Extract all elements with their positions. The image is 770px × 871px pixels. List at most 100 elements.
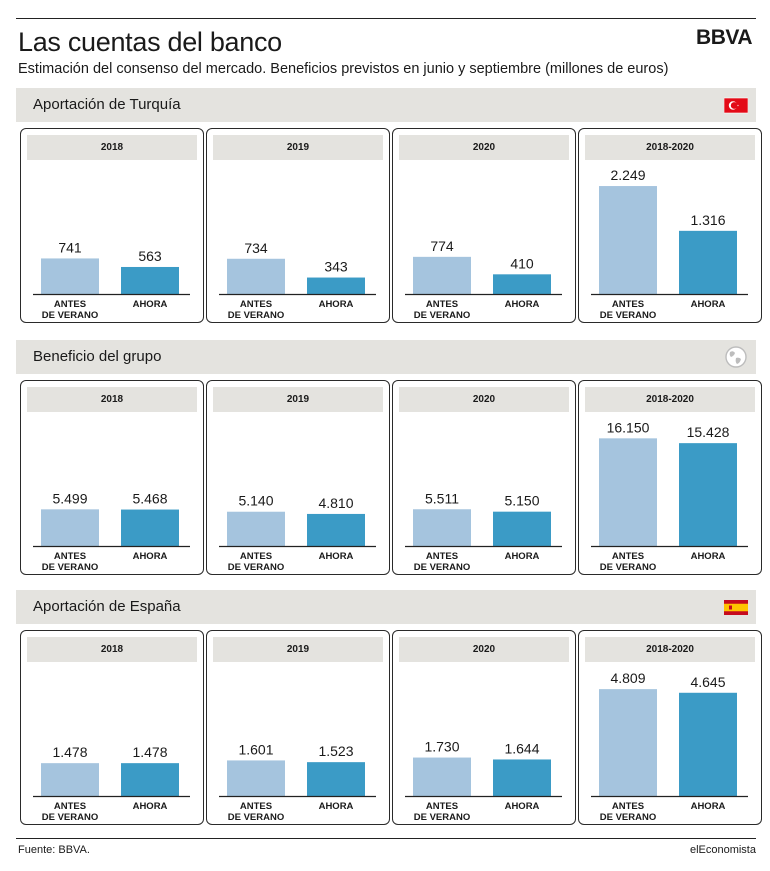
bar-ahora: [679, 443, 737, 546]
data-label: 5.511: [425, 490, 459, 506]
chart-panel: 2018 741 563 ANTES DE VERANO AHORA: [20, 128, 204, 323]
data-label: 410: [510, 255, 534, 271]
data-label: 2.249: [610, 167, 645, 183]
x-tick-label-de-verano: DE VERANO: [42, 310, 98, 321]
section-bar-espana: Aportación de España: [16, 590, 756, 624]
chart-panel: 2020 774 410 ANTES DE VERANO AHORA: [392, 128, 576, 323]
x-tick-label-antes: ANTES: [612, 801, 644, 812]
data-label: 1.523: [318, 743, 353, 759]
chart-panel: 2020 1.730 1.644 ANTES DE VERANO AHORA: [392, 630, 576, 825]
chart-panel: 2019 5.140 4.810 ANTES DE VERANO AHORA: [206, 380, 390, 575]
x-tick-label-antes: ANTES: [54, 801, 86, 812]
x-tick-label-de-verano: DE VERANO: [600, 310, 656, 321]
data-label: 1.478: [52, 744, 87, 760]
x-tick-label-de-verano: DE VERANO: [42, 562, 98, 573]
x-tick-label-ahora: AHORA: [133, 551, 168, 562]
chart-panel: 2018 1.478 1.478 ANTES DE VERANO AHORA: [20, 630, 204, 825]
publisher-brand: elEconomista: [689, 844, 756, 856]
panel-title: 2018-2020: [585, 387, 755, 412]
panel-title: 2019: [213, 637, 383, 662]
bar-antes-de-verano: [413, 256, 471, 294]
chart-panel: 2018 5.499 5.468 ANTES DE VERANO AHORA: [20, 380, 204, 575]
data-label: 1.601: [238, 741, 273, 757]
bottom-rule: [16, 838, 756, 839]
data-label: 1.478: [132, 744, 167, 760]
x-tick-label-antes: ANTES: [426, 299, 458, 310]
x-tick-label-de-verano: DE VERANO: [42, 812, 98, 823]
x-tick-label-ahora: AHORA: [133, 801, 168, 812]
bar-antes-de-verano: [413, 757, 471, 796]
chart-panel: 2020 5.511 5.150 ANTES DE VERANO AHORA: [392, 380, 576, 575]
data-label: 5.499: [52, 490, 87, 506]
x-tick-label-antes: ANTES: [426, 551, 458, 562]
bar-antes-de-verano: [227, 258, 285, 294]
x-tick-label-antes: ANTES: [612, 551, 644, 562]
panel-title: 2020: [399, 135, 569, 160]
x-tick-label-antes: ANTES: [240, 551, 272, 562]
panel-title: 2018: [27, 637, 197, 662]
panel-title: 2018: [27, 387, 197, 412]
x-tick-label-antes: ANTES: [240, 299, 272, 310]
section-title: Aportación de Turquía: [33, 96, 181, 113]
x-tick-label-de-verano: DE VERANO: [228, 562, 284, 573]
data-label: 4.809: [610, 670, 645, 686]
x-tick-label-ahora: AHORA: [319, 299, 354, 310]
x-tick-label-antes: ANTES: [240, 801, 272, 812]
bar-antes-de-verano: [413, 509, 471, 546]
page-title: Las cuentas del banco: [18, 27, 282, 57]
data-label: 1.316: [690, 212, 725, 228]
panel-title: 2019: [213, 387, 383, 412]
globe-icon: [725, 346, 747, 368]
x-tick-label-antes: ANTES: [426, 801, 458, 812]
bbva-logo: BBVA: [696, 26, 752, 49]
data-label: 774: [430, 238, 454, 254]
data-label: 734: [244, 240, 268, 256]
x-tick-label-de-verano: DE VERANO: [600, 562, 656, 573]
panel-title: 2018-2020: [585, 135, 755, 160]
section-bar-grupo: Beneficio del grupo: [16, 340, 756, 374]
panel-title: 2020: [399, 387, 569, 412]
x-tick-label-de-verano: DE VERANO: [228, 310, 284, 321]
chart-panel: 2018-2020 16.150 15.428 ANTES DE VERANO AHORA: [578, 380, 762, 575]
x-tick-label-ahora: AHORA: [133, 299, 168, 310]
x-tick-label-ahora: AHORA: [505, 551, 540, 562]
bar-ahora: [493, 274, 551, 294]
chart-panel: 2018-2020 2.249 1.316 ANTES DE VERANO AHORA: [578, 128, 762, 323]
data-label: 4.810: [318, 495, 353, 511]
section-title: Beneficio del grupo: [33, 348, 162, 365]
bar-ahora: [679, 692, 737, 796]
x-tick-label-de-verano: DE VERANO: [600, 812, 656, 823]
data-label: 343: [324, 259, 348, 275]
x-tick-label-de-verano: DE VERANO: [414, 562, 470, 573]
x-tick-label-antes: ANTES: [54, 551, 86, 562]
x-tick-label-de-verano: DE VERANO: [228, 812, 284, 823]
turkey-flag-icon: [724, 97, 748, 114]
bar-antes-de-verano: [599, 186, 657, 294]
bar-ahora: [121, 266, 179, 294]
bar-ahora: [307, 513, 365, 546]
bar-ahora: [493, 759, 551, 796]
bar-antes-de-verano: [41, 509, 99, 546]
bar-ahora: [307, 277, 365, 294]
section-bar-turquia: Aportación de Turquía: [16, 88, 756, 122]
source-note: Fuente: BBVA.: [18, 844, 90, 856]
data-label: 741: [58, 239, 82, 255]
bar-antes-de-verano: [227, 511, 285, 546]
x-tick-label-de-verano: DE VERANO: [414, 310, 470, 321]
x-tick-label-antes: ANTES: [54, 299, 86, 310]
spain-flag-icon: [724, 600, 748, 615]
bar-ahora: [493, 511, 551, 546]
bar-ahora: [121, 763, 179, 796]
data-label: 1.644: [504, 740, 539, 756]
panel-title: 2018: [27, 135, 197, 160]
bar-ahora: [121, 509, 179, 546]
page-subtitle: Estimación del consenso del mercado. Ben…: [18, 61, 669, 77]
